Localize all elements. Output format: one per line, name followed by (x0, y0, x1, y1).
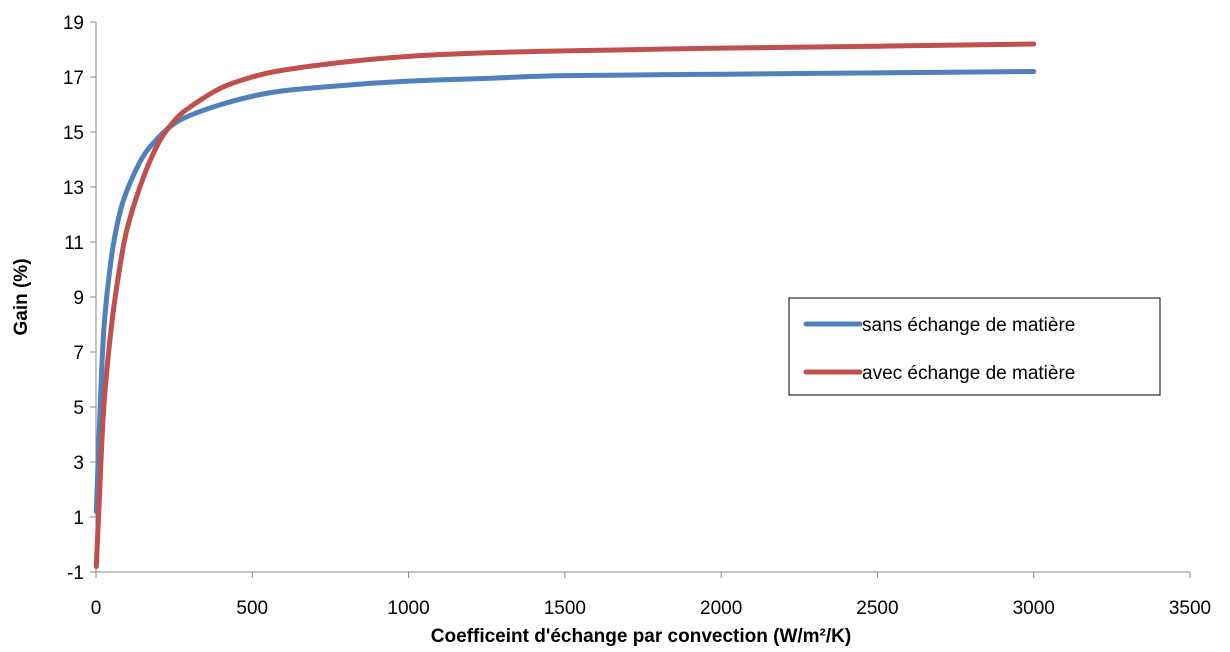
series-group (93, 41, 1037, 569)
legend-box (788, 297, 1161, 396)
y-tick-label: -1 (67, 563, 84, 584)
x-tick-label: 500 (236, 598, 268, 619)
x-tick-label: 1000 (387, 598, 429, 619)
series-line-sans-echange (93, 69, 1037, 514)
x-tick-label: 1500 (544, 598, 586, 619)
y-tick-label: 17 (63, 68, 84, 89)
y-tick-label: 3 (73, 453, 84, 474)
y-tick-label: 13 (63, 178, 84, 199)
x-axis: 0 500 1000 1500 2000 2500 3000 3500 (91, 571, 1211, 619)
y-tick-label: 19 (63, 13, 84, 34)
y-tick-label: 5 (73, 398, 84, 419)
y-tick-label: 1 (73, 508, 84, 529)
y-axis-title: Gain (%) (11, 258, 32, 335)
x-axis-title: Coefficeint d'échange par convection (W/… (431, 626, 851, 647)
x-tick-label: 3000 (1013, 598, 1055, 619)
legend-label-sans: sans échange de matière (862, 315, 1075, 336)
x-tick-label: 3500 (1169, 598, 1211, 619)
x-tick-label: 2500 (856, 598, 898, 619)
series-line-avec-echange (93, 41, 1037, 569)
y-tick-label: 15 (63, 123, 84, 144)
legend: sans échange de matière avec échange de … (788, 297, 1161, 396)
y-tick-label: 7 (73, 343, 84, 364)
legend-label-avec: avec échange de matière (862, 363, 1075, 384)
x-tick-label: 2000 (700, 598, 742, 619)
x-tick-label: 0 (91, 598, 102, 619)
y-tick-label: 11 (64, 233, 84, 254)
y-tick-label: 9 (73, 288, 84, 309)
